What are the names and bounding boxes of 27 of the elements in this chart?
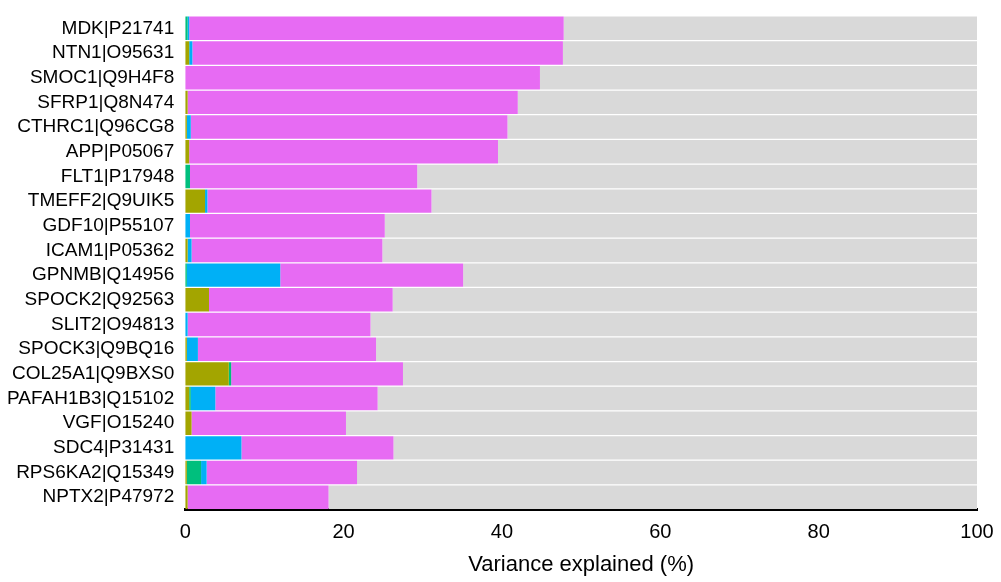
x-tick-label: 40 [490, 520, 514, 543]
x-tick-label: 60 [649, 520, 672, 543]
y-tick-label: ICAM1|P05362 [45, 238, 175, 260]
x-tick-label: 100 [960, 520, 994, 543]
y-tick-label: MDK|P21741 [61, 16, 175, 38]
y-tick-label: NPTX2|P47972 [42, 485, 175, 507]
x-tick-label: 80 [807, 520, 830, 543]
y-tick-label: SLIT2|O94813 [50, 312, 175, 334]
y-tick-label: SDC4|P31431 [53, 436, 175, 458]
y-tick-label: NTN1|O95631 [52, 41, 175, 63]
y-tick-label: SPOCK2|Q92563 [24, 288, 175, 310]
y-tick-label: RPS6KA2|Q15349 [16, 460, 175, 482]
x-axis-title: Variance explained (%) [468, 550, 695, 576]
x-tick-label: 0 [179, 520, 191, 543]
y-tick-label: SMOC1|Q9H4F8 [29, 65, 175, 87]
y-tick-label: TMEFF2|Q9UIK5 [27, 189, 175, 211]
y-tick-label: COL25A1|Q9BXS0 [11, 362, 175, 384]
y-tick-label: SFRP1|Q8N474 [37, 90, 175, 112]
y-tick-label: SPOCK3|Q9BQ16 [18, 337, 175, 359]
y-tick-label: APP|P05067 [65, 139, 175, 161]
y-tick-label: PAFAH1B3|Q15102 [6, 386, 175, 408]
y-tick-label: GDF10|P55107 [42, 214, 175, 236]
y-tick-label: VGF|O15240 [62, 411, 175, 433]
y-tick-label: CTHRC1|Q96CG8 [17, 115, 175, 137]
y-tick-label: GPNMB|Q14956 [32, 263, 175, 285]
y-tick-label: FLT1|P17948 [60, 164, 175, 186]
x-tick-label: 20 [332, 520, 355, 543]
